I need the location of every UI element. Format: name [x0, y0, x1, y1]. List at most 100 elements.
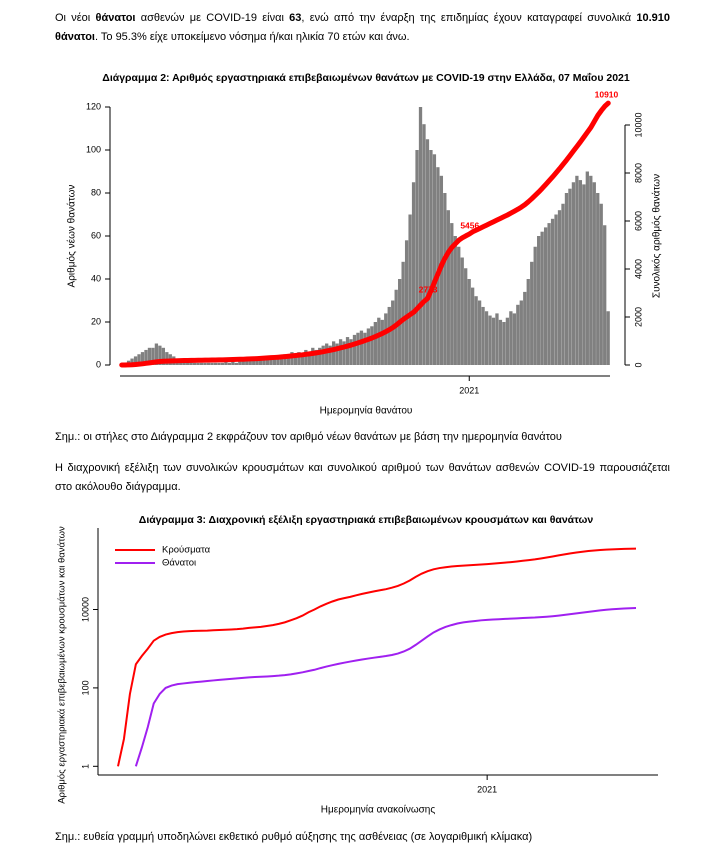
bar: [359, 330, 364, 365]
bar: [547, 223, 551, 365]
bar: [154, 343, 159, 365]
bar: [151, 347, 155, 365]
bar: [526, 279, 530, 365]
bar: [519, 300, 523, 365]
bar: [467, 279, 471, 365]
y-axis-label: Αριθμός εργαστηριακά επιβεβαιωμένων κρου…: [57, 526, 68, 804]
bar: [241, 360, 245, 365]
bar: [297, 352, 301, 365]
bar: [537, 236, 541, 365]
bar: [199, 362, 204, 365]
y-tick-label: 1: [80, 764, 90, 769]
bar: [144, 349, 148, 365]
bar: [272, 356, 277, 365]
bar: [585, 171, 589, 365]
bar: [380, 319, 384, 365]
bar: [373, 322, 377, 365]
bar: [276, 358, 280, 365]
bar: [495, 313, 499, 365]
bar: [252, 360, 256, 365]
bar: [564, 193, 569, 365]
bar: [540, 231, 544, 365]
bar: [210, 362, 214, 365]
bar: [245, 360, 249, 365]
bar: [523, 291, 527, 365]
bar: [571, 182, 576, 365]
bar: [554, 214, 558, 365]
bar: [464, 268, 468, 365]
bar: [533, 246, 537, 365]
bar: [363, 332, 367, 365]
bar: [300, 354, 305, 365]
bar: [137, 354, 141, 365]
bar: [293, 354, 298, 365]
series-line: [134, 607, 637, 767]
text: Οι νέοι: [55, 12, 96, 24]
bar: [206, 362, 211, 365]
y-tick-label: 100: [80, 680, 90, 695]
bar: [161, 347, 166, 365]
y2-tick-label: 0: [633, 362, 643, 367]
bar: [561, 203, 565, 365]
bar: [286, 354, 291, 365]
bar: [255, 358, 259, 365]
x-axis-label: Ημερομηνία θανάτου: [320, 405, 413, 417]
bar: [450, 223, 454, 365]
y-tick-label: 10000: [80, 597, 90, 622]
bar: [457, 246, 461, 365]
y-tick-label: 40: [91, 273, 101, 283]
cumulative-line: [119, 100, 611, 368]
text: ασθενών με COVID-19 είναι: [135, 12, 290, 24]
bar: [425, 139, 430, 365]
bar: [432, 154, 437, 365]
bar: [443, 193, 447, 365]
chart-title: Διάγραμμα 2: Αριθμός εργαστηριακά επιβεβ…: [102, 72, 630, 84]
bar: [133, 356, 138, 365]
y-tick-label: 120: [86, 101, 101, 111]
text: , ενώ από την έναρξη της επιδημίας έχουν…: [301, 12, 637, 24]
bar: [321, 345, 325, 365]
bar: [512, 313, 516, 365]
y2-tick-label: 8000: [633, 163, 643, 183]
note: Σημ.: οι στήλες στο Διάγραμμα 2 εκφράζου…: [55, 431, 562, 443]
bar: [318, 347, 322, 365]
legend-label: Θάνατοι: [162, 558, 196, 569]
bar: [259, 358, 263, 365]
bar: [335, 343, 339, 365]
y2-tick-label: 4000: [633, 259, 643, 279]
bar: [196, 362, 200, 365]
bar: [557, 210, 562, 365]
series-line: [117, 547, 637, 767]
y-tick-label: 80: [91, 187, 101, 197]
bar: [345, 337, 350, 365]
bar: [481, 306, 485, 365]
bar: [596, 193, 600, 365]
bar: [283, 354, 287, 365]
bar: [408, 214, 412, 365]
bar: [387, 306, 391, 365]
bar: [578, 180, 583, 365]
bar: [231, 360, 235, 365]
bar: [384, 313, 388, 365]
bar: [140, 352, 145, 365]
bar: [311, 347, 315, 365]
bar: [234, 362, 238, 365]
bar: [446, 210, 450, 365]
bar: [606, 311, 610, 365]
bar: [599, 203, 603, 365]
bar: [224, 360, 228, 365]
bar: [498, 319, 503, 365]
text: 63: [289, 12, 302, 24]
bar: [491, 317, 496, 365]
bar: [377, 317, 381, 365]
bar: [582, 184, 586, 365]
data-label: 2773: [419, 285, 438, 295]
bar: [192, 362, 197, 365]
bar: [130, 358, 134, 365]
note: Σημ.: ευθεία γραμμή υποδηλώνει εκθετικό …: [55, 831, 533, 843]
bar: [509, 311, 513, 365]
bar: [238, 360, 242, 365]
y2-tick-label: 10000: [633, 112, 643, 137]
bar: [530, 261, 534, 365]
bar: [404, 240, 409, 365]
